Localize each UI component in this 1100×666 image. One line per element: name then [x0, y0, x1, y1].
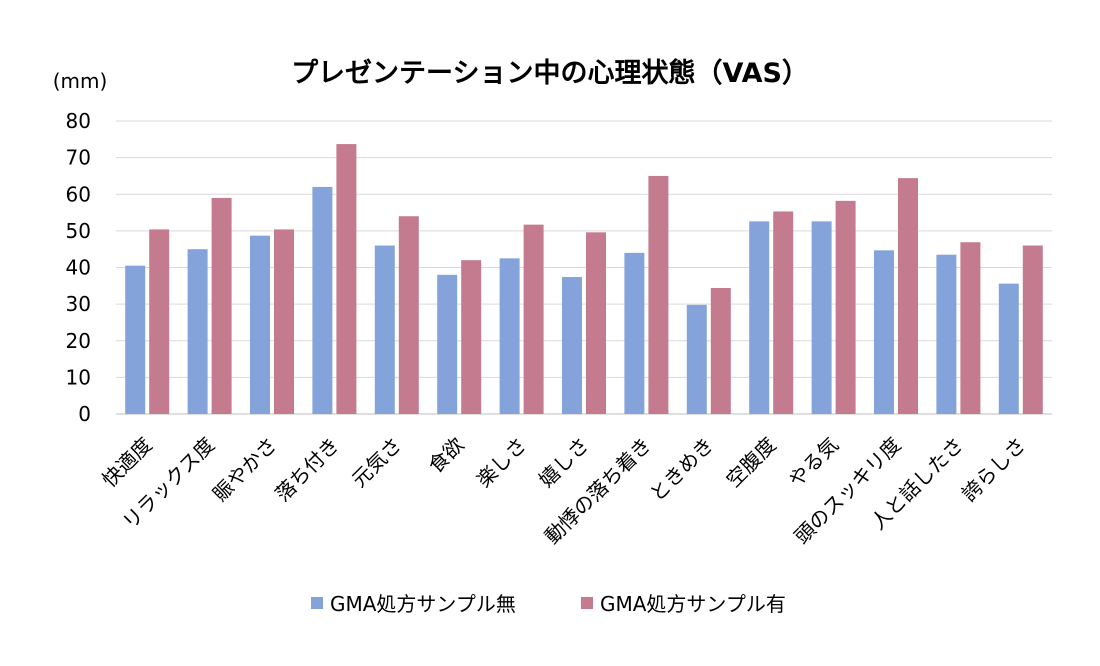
bar-with-sample: [211, 197, 232, 414]
bar-without-sample: [374, 245, 395, 414]
y-tick-label: 0: [78, 402, 91, 426]
bar-without-sample: [998, 283, 1019, 414]
legend: GMA処方サンプル無 GMA処方サンプル有: [311, 592, 786, 616]
gridlines: [116, 120, 1052, 415]
y-tick-label: 50: [66, 219, 91, 243]
bar-with-sample: [586, 232, 606, 414]
y-tick-label: 80: [66, 109, 91, 133]
bar-with-sample: [523, 224, 544, 414]
x-tick-label: 頭のスッキリ度: [790, 433, 906, 549]
bar-without-sample: [437, 274, 458, 414]
x-tick-label: 嬉しさ: [534, 433, 593, 492]
legend-label: GMA処方サンプル無: [330, 592, 516, 616]
bar-with-sample: [1022, 245, 1043, 414]
bar-with-sample: [398, 216, 419, 414]
bar-without-sample: [499, 258, 520, 414]
y-tick-label: 20: [66, 329, 91, 353]
bar-without-sample: [874, 250, 894, 414]
x-tick-label: ときめき: [645, 433, 719, 507]
legend-swatch: [581, 597, 593, 609]
x-tick-label: 楽しさ: [472, 433, 531, 492]
y-tick-label: 40: [66, 256, 91, 280]
bar-with-sample: [960, 242, 981, 414]
y-tick-label: 60: [66, 182, 91, 206]
bar-without-sample: [125, 265, 146, 414]
bar-without-sample: [250, 235, 270, 414]
bars: [125, 144, 1043, 415]
bar-without-sample: [562, 277, 582, 414]
x-tick-label: 空腹度: [721, 433, 780, 492]
bar-without-sample: [312, 186, 333, 414]
y-axis-unit: (mm): [53, 69, 108, 93]
x-tick-label: 快適度: [97, 433, 156, 492]
bar-with-sample: [149, 229, 170, 414]
bar-without-sample: [686, 304, 707, 414]
x-tick-label: 食欲: [423, 433, 468, 478]
bar-with-sample: [274, 229, 294, 414]
y-axis-ticks: 0 10 20 30 40 50 60 70 80: [66, 109, 91, 426]
y-tick-label: 10: [66, 365, 91, 389]
y-tick-label: 30: [66, 292, 91, 316]
y-tick-label: 70: [66, 146, 91, 170]
bar-without-sample: [749, 221, 770, 414]
bar-without-sample: [187, 249, 208, 414]
bar-with-sample: [461, 260, 482, 414]
bar-with-sample: [648, 175, 669, 414]
legend-label: GMA処方サンプル有: [600, 592, 786, 616]
bar-with-sample: [710, 288, 731, 414]
x-tick-label: 動悸の落ち着き: [540, 433, 656, 549]
x-tick-label: やる気: [784, 433, 843, 492]
bar-with-sample: [835, 200, 856, 414]
chart-title: プレゼンテーション中の心理状態（VAS）: [291, 57, 809, 89]
legend-swatch: [311, 597, 323, 609]
bar-without-sample: [936, 254, 957, 414]
bar-without-sample: [811, 221, 832, 414]
bar-with-sample: [336, 144, 357, 415]
x-tick-label: 元気さ: [347, 433, 406, 492]
x-tick-label: 誇らしさ: [957, 433, 1031, 507]
bar-with-sample: [898, 178, 918, 414]
bar-without-sample: [624, 252, 645, 414]
bar-with-sample: [773, 211, 794, 414]
x-tick-label: 落ち付き: [270, 433, 344, 507]
x-tick-label: 賑やかさ: [208, 433, 282, 507]
x-axis-ticks: 快適度リラックス度賑やかさ落ち付き 元気さ 食欲 楽しさ 嬉しさ動悸の落ち着きときめき空…: [97, 433, 1030, 549]
